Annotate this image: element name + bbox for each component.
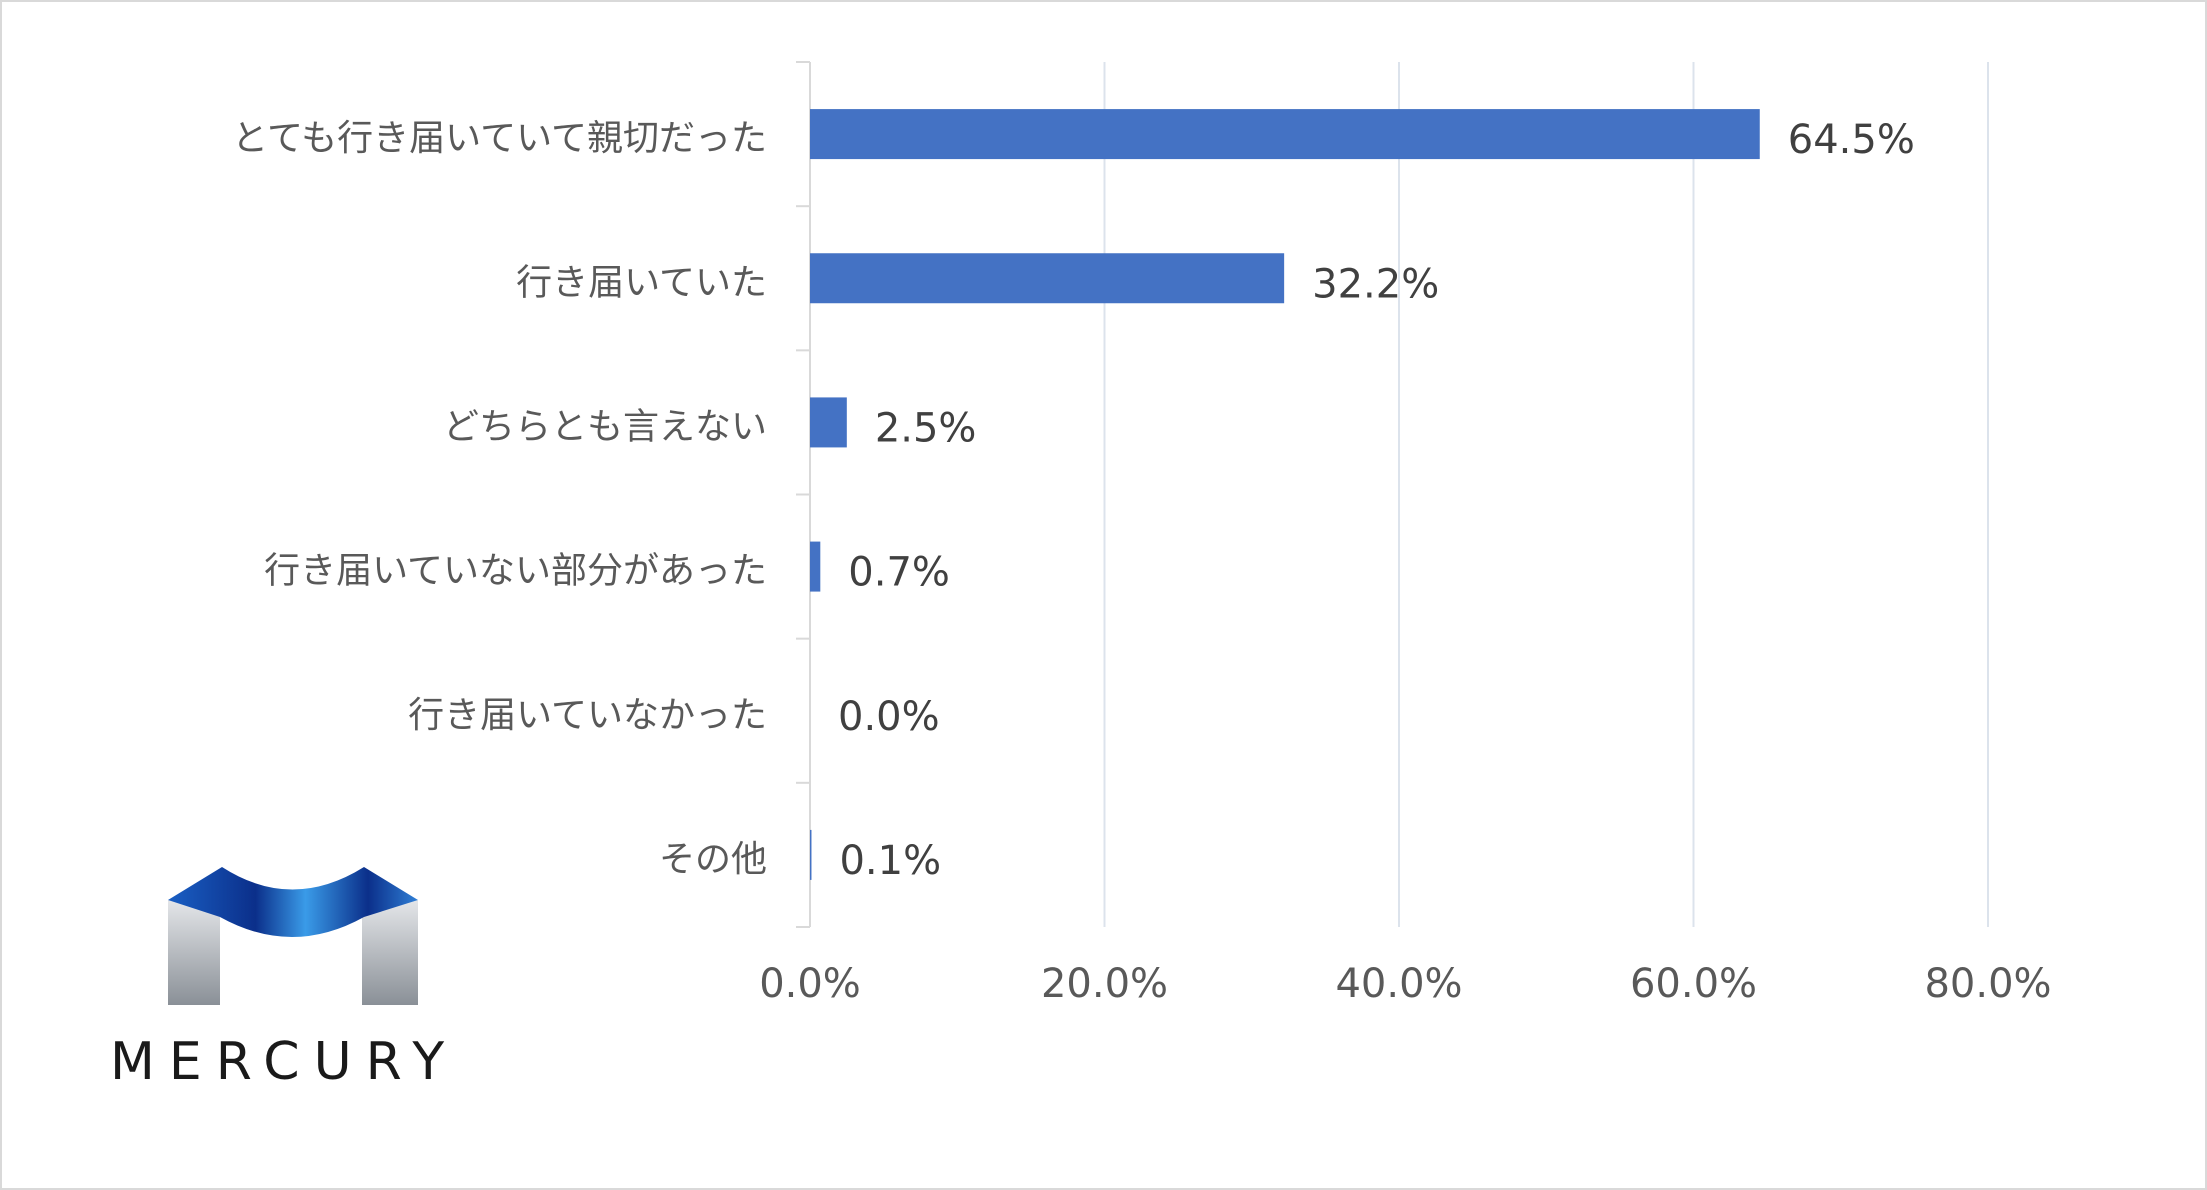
x-tick-label: 40.0% [1335,961,1462,1007]
mercury-logo-icon [168,867,418,1005]
category-label: 行き届いていない部分があった [264,551,767,592]
category-label: 行き届いていた [516,262,767,303]
bar [810,397,847,448]
data-label: 0.0% [838,694,940,740]
data-label: 2.5% [875,405,977,451]
category-label: その他 [659,839,767,880]
data-label: 0.1% [839,838,941,884]
x-tick-label: 20.0% [1041,961,1168,1007]
bar [810,253,1285,304]
x-tick-labels: 0.0% 20.0% 40.0% 60.0% 80.0% [759,961,2051,1007]
bars [810,109,1760,880]
x-tick-label: 60.0% [1630,961,1757,1007]
gridlines [1103,62,1989,927]
bar [810,829,812,880]
data-labels: 64.5% 32.2% 2.5% 0.7% 0.0% 0.1% [838,117,1915,884]
category-label: 行き届いていなかった [408,695,767,736]
data-label: 32.2% [1312,261,1439,307]
category-label: とても行き届いていて親切だった [232,118,767,159]
logo-wordmark: MERCURY [110,1032,459,1092]
data-label: 64.5% [1788,117,1915,163]
category-label: どちらとも言えない [443,406,767,447]
bar [810,541,821,592]
bar [810,109,1760,160]
category-axis [796,61,811,928]
category-labels: とても行き届いていて親切だった行き届いていたどちらとも言えない行き届いていない部… [232,118,767,880]
x-tick-label: 80.0% [1924,961,2051,1007]
x-tick-label: 0.0% [759,961,861,1007]
data-label: 0.7% [848,550,950,596]
